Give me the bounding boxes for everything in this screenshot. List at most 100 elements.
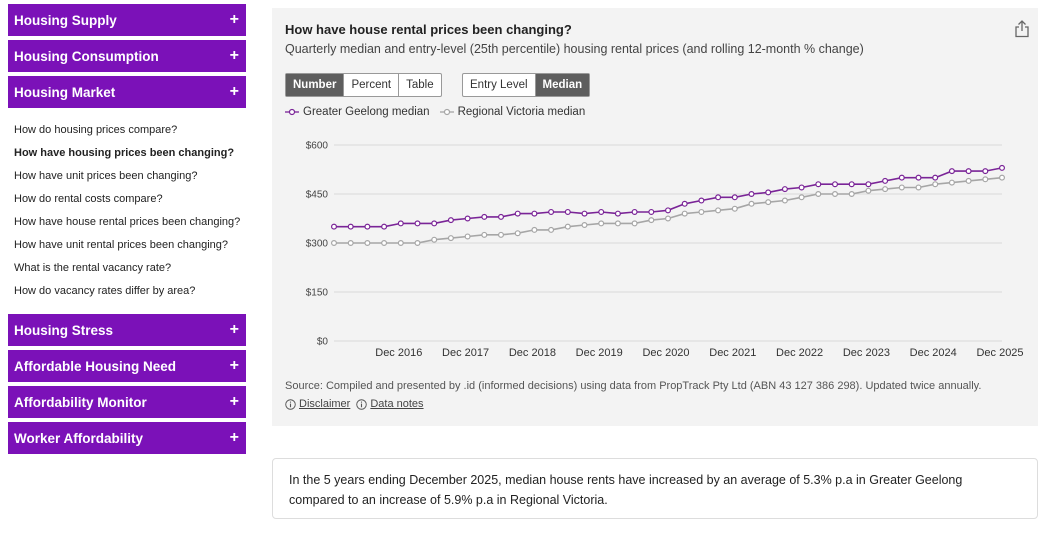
x-tick-label: Dec 2017 xyxy=(442,347,489,359)
y-tick-label: $0 xyxy=(317,337,329,348)
summary-line-1: In the 5 years ending December 2025, med… xyxy=(289,473,963,487)
accordion-affordability-monitor[interactable]: Affordability Monitor + xyxy=(8,386,246,418)
sidebar-link[interactable]: How do housing prices compare? xyxy=(14,124,178,136)
sidebar-link[interactable]: How have unit prices been changing? xyxy=(14,170,198,182)
data-point xyxy=(631,208,638,215)
data-point xyxy=(564,208,571,215)
accordion-label: Housing Consumption xyxy=(14,48,159,64)
accordion-label: Housing Market xyxy=(14,84,116,100)
data-point xyxy=(648,208,655,215)
summary-box: In the 5 years ending December 2025, med… xyxy=(272,458,1038,519)
data-point xyxy=(665,207,672,214)
data-point xyxy=(831,190,838,197)
data-point xyxy=(464,215,471,222)
info-icon xyxy=(356,398,368,410)
accordion-label: Affordability Monitor xyxy=(14,394,147,410)
data-point xyxy=(347,239,354,246)
summary-line-2: compared to an increase of 5.9% p.a in R… xyxy=(289,493,608,507)
data-point xyxy=(464,233,471,240)
data-point xyxy=(781,186,788,193)
data-point xyxy=(781,197,788,204)
sidebar-link[interactable]: What is the rental vacancy rate? xyxy=(14,262,172,274)
data-point xyxy=(998,164,1005,171)
data-point xyxy=(982,176,989,183)
accordion-housing-consumption[interactable]: Housing Consumption + xyxy=(8,40,246,72)
accordion-affordable-housing-need[interactable]: Affordable Housing Need + xyxy=(8,350,246,382)
data-point xyxy=(498,231,505,238)
entry-level-button[interactable]: Entry Level xyxy=(463,74,536,96)
accordion-label: Affordable Housing Need xyxy=(14,358,177,374)
data-point xyxy=(498,213,505,220)
data-point xyxy=(815,190,822,197)
data-point xyxy=(848,181,855,188)
y-tick-label: $600 xyxy=(306,141,329,152)
data-point xyxy=(598,208,605,215)
data-point xyxy=(665,215,672,222)
share-icon[interactable] xyxy=(1014,20,1030,38)
plus-icon: + xyxy=(229,11,239,28)
data-point xyxy=(731,194,738,201)
x-tick-label: Dec 2016 xyxy=(375,347,422,359)
data-point xyxy=(882,186,889,193)
data-point xyxy=(531,226,538,233)
data-notes-label: Data notes xyxy=(370,398,424,410)
data-point xyxy=(765,199,772,206)
y-tick-label: $450 xyxy=(306,190,329,201)
accordion-housing-stress[interactable]: Housing Stress + xyxy=(8,314,246,346)
legend-swatch xyxy=(285,108,299,116)
data-point xyxy=(631,220,638,227)
data-point xyxy=(531,210,538,217)
disclaimer-link[interactable]: Disclaimer xyxy=(285,398,350,410)
data-point xyxy=(614,210,621,217)
legend-item[interactable]: Greater Geelong median xyxy=(285,106,430,118)
sidebar-link[interactable]: How have housing prices been changing? xyxy=(14,147,235,159)
data-point xyxy=(364,223,371,230)
data-point xyxy=(932,181,939,188)
data-point xyxy=(965,168,972,175)
legend-item[interactable]: Regional Victoria median xyxy=(439,106,586,118)
sidebar-link[interactable]: How have house rental prices been changi… xyxy=(14,216,241,228)
accordion-housing-market[interactable]: Housing Market + xyxy=(8,76,246,108)
percent-button[interactable]: Percent xyxy=(344,74,400,96)
accordion-worker-affordability[interactable]: Worker Affordability + xyxy=(8,422,246,454)
data-point xyxy=(414,220,421,227)
chart-card: How have house rental prices been changi… xyxy=(272,8,1038,426)
data-point xyxy=(998,174,1005,181)
table-button[interactable]: Table xyxy=(406,79,434,91)
y-tick-label: $150 xyxy=(306,288,329,299)
data-point xyxy=(431,220,438,227)
data-point xyxy=(330,239,337,246)
data-point xyxy=(381,239,388,246)
data-point xyxy=(614,220,621,227)
sidebar-link[interactable]: How do vacancy rates differ by area? xyxy=(14,285,196,297)
sidebar-link[interactable]: How do rental costs compare? xyxy=(14,193,163,205)
data-point xyxy=(381,223,388,230)
data-point xyxy=(748,190,755,197)
data-point xyxy=(397,239,404,246)
data-notes-link[interactable]: Data notes xyxy=(356,398,424,410)
data-point xyxy=(447,235,454,242)
data-point xyxy=(564,223,571,230)
level-toggle-group: Entry Level Median xyxy=(462,73,591,97)
data-point xyxy=(548,226,555,233)
data-point xyxy=(948,168,955,175)
number-button[interactable]: Number xyxy=(286,74,345,96)
sidebar-link[interactable]: How have unit rental prices been changin… xyxy=(14,239,229,251)
sidebar: Housing Supply + Housing Consumption + Housi… xyxy=(8,4,246,458)
line-chart: $0 $150 $300 $450 $600 Dec 2016 Dec 2017 Dec 20… xyxy=(306,141,1024,360)
median-button[interactable]: Median xyxy=(535,74,590,96)
data-point xyxy=(715,207,722,214)
x-tick-label: Dec 2022 xyxy=(776,347,823,359)
accordion-housing-supply[interactable]: Housing Supply + xyxy=(8,4,246,36)
accordion-label: Housing Supply xyxy=(14,12,117,28)
data-point xyxy=(447,217,454,224)
data-point xyxy=(414,239,421,246)
legend-label: Regional Victoria median xyxy=(457,106,586,118)
data-point xyxy=(865,187,872,194)
data-point xyxy=(965,177,972,184)
data-point xyxy=(681,200,688,207)
x-tick-label: Dec 2023 xyxy=(843,347,890,359)
plus-icon: + xyxy=(229,321,239,338)
data-point xyxy=(698,197,705,204)
y-tick-label: $300 xyxy=(306,239,329,250)
